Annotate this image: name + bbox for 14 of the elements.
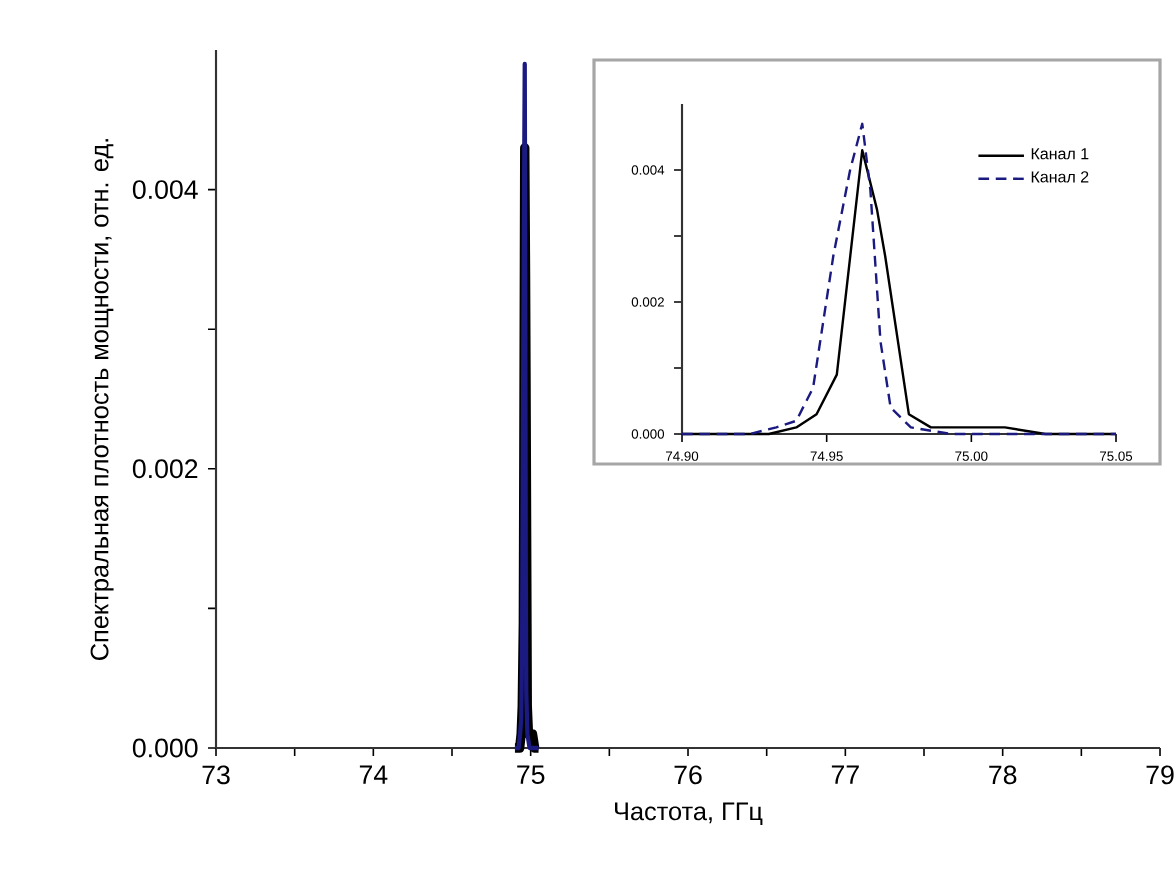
legend-label: Канал 2 xyxy=(1031,171,1089,183)
x-tick-label: 78 xyxy=(989,765,1017,785)
y-tick-label: 0.004 xyxy=(132,180,198,200)
y-tick-label: 0.000 xyxy=(132,738,198,758)
x-tick-label: 79 xyxy=(1146,765,1174,785)
x-axis-title: Частота, ГГц xyxy=(615,802,763,826)
x-tick-label: 75 xyxy=(517,765,545,785)
legend-label: Канал 1 xyxy=(1031,148,1089,160)
x-tick-label: 77 xyxy=(831,765,859,784)
x-tick-label: 73 xyxy=(202,765,230,785)
y-tick-label: 0.002 xyxy=(132,459,198,479)
x-tick-label: 74 xyxy=(359,765,388,784)
x-tick-label: 76 xyxy=(674,765,702,785)
y-axis-title: Спектральная плотность мощности, отн. ед. xyxy=(90,139,114,660)
